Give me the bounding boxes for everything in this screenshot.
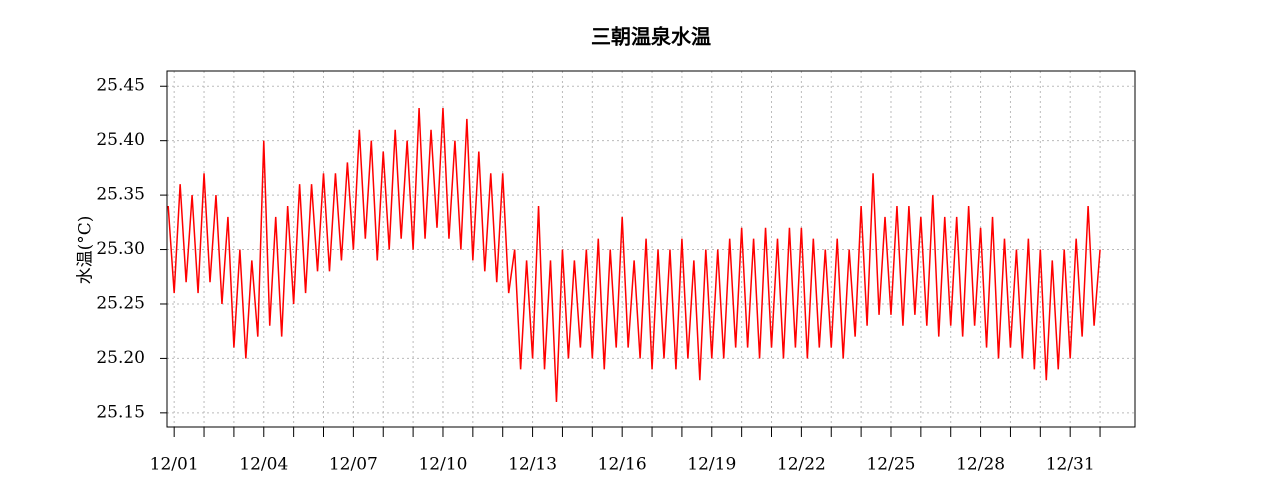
y-tick-label: 25.35 <box>96 185 145 205</box>
y-tick-label: 25.20 <box>96 348 145 368</box>
x-tick-label: 12/25 <box>866 455 915 475</box>
x-tick-label: 12/22 <box>777 455 826 475</box>
x-tick-label: 12/28 <box>956 455 1005 475</box>
data-line <box>167 107 1101 402</box>
y-tick-label: 25.25 <box>96 293 145 313</box>
x-tick-label: 12/10 <box>418 455 467 475</box>
y-axis-label: 水温(°C) <box>76 216 96 285</box>
x-tick-label: 12/31 <box>1046 455 1095 475</box>
y-tick-label: 25.45 <box>96 76 145 96</box>
x-tick-label: 12/07 <box>329 455 378 475</box>
plot-frame <box>166 70 1136 428</box>
x-tick-label: 12/19 <box>687 455 736 475</box>
chart-title: 三朝温泉水温 <box>591 25 711 49</box>
x-tick-label: 12/01 <box>150 455 199 475</box>
x-tick-label: 12/04 <box>239 455 288 475</box>
y-tick-label: 25.40 <box>96 130 145 150</box>
y-tick-label: 25.15 <box>96 402 145 422</box>
x-tick-label: 12/13 <box>508 455 557 475</box>
x-tick-label: 12/16 <box>598 455 647 475</box>
y-tick-label: 25.30 <box>96 239 145 259</box>
